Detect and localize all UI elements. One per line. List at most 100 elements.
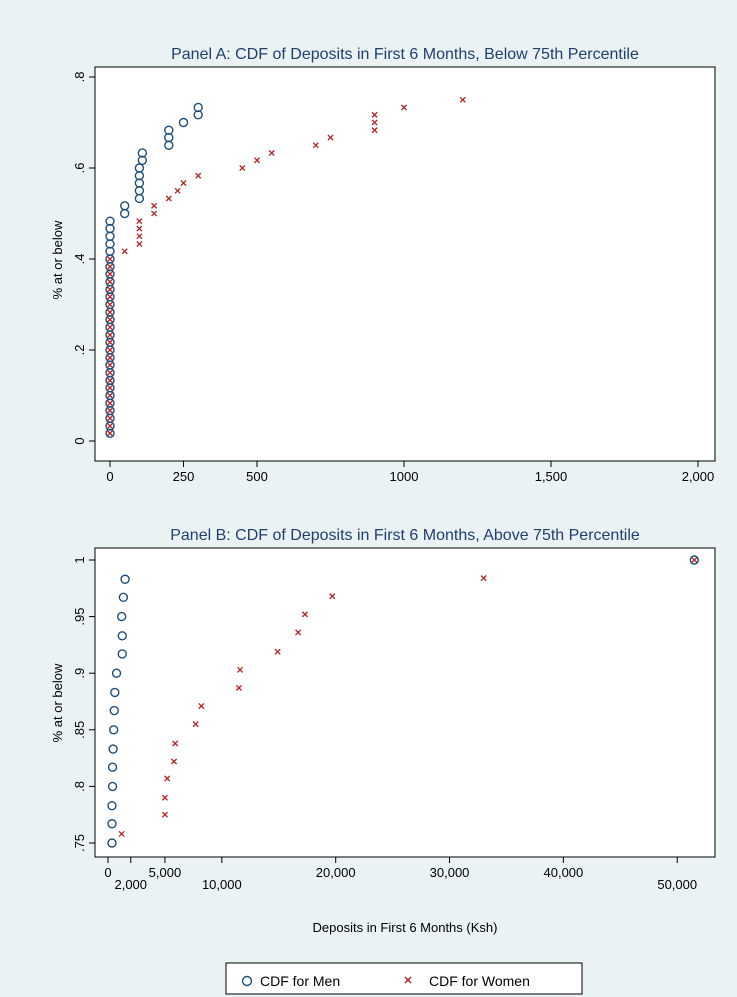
panel-b-women-point: [161, 794, 168, 801]
panel-b-women-point: [295, 629, 302, 636]
panel-a-women-point: [106, 255, 114, 263]
panel-a-women-point: [106, 339, 114, 346]
panel-a-ticks: 0 .2 .4 .6 .8 0 250 500 1000 1,500 2,000: [72, 72, 714, 484]
panel-b-plot-area: [94, 547, 716, 858]
panel-a-women-point: [136, 218, 143, 225]
panel-a-x-tick-label: 0: [106, 469, 113, 484]
panel-b-women-point: [274, 648, 281, 655]
panel-a-men-point: [105, 314, 115, 325]
panel-a-women-point: [106, 324, 114, 331]
panel-b-x-tick-label: 2,000: [114, 877, 147, 892]
panel-a-women-point: [106, 400, 114, 407]
panel-b-men-point: [118, 592, 129, 603]
panel-b-women-point: [235, 684, 242, 691]
panel-a-men-point: [119, 201, 130, 211]
panel-a-men-point: [137, 155, 148, 165]
panel-a-women-point: [136, 233, 143, 240]
legend-women-label: CDF for Women: [429, 973, 530, 989]
panel-b-x-tick-label: 10,000: [202, 877, 242, 892]
panel-b-x-tick-label: 0: [104, 865, 111, 880]
panel-b-men-point: [120, 574, 130, 584]
panel-b-men-point: [107, 781, 118, 792]
panel-a-women-point: [106, 369, 114, 376]
panel-a-men-point: [134, 178, 145, 188]
panel-b-women-point: [118, 830, 125, 838]
panel-b-men-point: [116, 611, 127, 622]
legend-box: [225, 962, 583, 995]
panel-a-women-point: [106, 361, 114, 369]
panel-b-women-point: [480, 575, 487, 582]
legend: CDF for Men CDF for Women: [225, 962, 583, 995]
panel-a-women-point: [371, 127, 378, 134]
panel-a-women-point: [106, 293, 114, 300]
panel-a-women-point: [312, 142, 319, 149]
panel-a-women-point: [136, 225, 143, 232]
panel-a-women-point: [371, 119, 378, 126]
panel-a-men-point: [105, 428, 115, 438]
legend-men-label: CDF for Men: [260, 973, 340, 989]
panel-a-men-point: [164, 125, 174, 135]
panel-a-women-point: [253, 157, 261, 164]
panel-b-men-point: [107, 819, 117, 829]
panel-b-men-point: [117, 631, 127, 641]
panel-a-women-point: [106, 331, 114, 339]
panel-a-women-point: [106, 286, 114, 293]
panel-a-women-point: [106, 309, 114, 316]
panel-a-women-point: [106, 377, 114, 384]
panel-a-women-point: [268, 149, 275, 157]
panel-a-women-point: [106, 270, 114, 278]
panel-b-x-axis-label: Deposits in First 6 Months (Ksh): [313, 920, 498, 935]
panel-b-women-point: [691, 556, 698, 564]
panel-b-y-axis-label: % at or below: [50, 663, 65, 742]
panel-a-men-point: [105, 383, 115, 393]
panel-a-women-point: [165, 195, 172, 202]
panel-b-women-point: [237, 666, 244, 673]
panel-b-y-tick-label: .75: [72, 834, 87, 852]
panel-a-women-point: [327, 134, 334, 141]
panel-a-men-point: [178, 117, 189, 128]
panel-a-women-point: [106, 354, 114, 361]
panel-a-men-point: [105, 405, 115, 416]
panel-b-women-point: [192, 721, 199, 728]
panel-a-men-point: [134, 163, 145, 173]
panel-b-women-point: [198, 702, 205, 710]
panel-b-men-point: [107, 762, 118, 772]
panel-a-women-point: [106, 384, 114, 391]
panel-b-men-point: [111, 668, 122, 678]
legend-women-marker: [404, 976, 412, 984]
panel-b-men-point: [108, 725, 119, 735]
panel-a-women-point: [106, 316, 114, 323]
panel-a-women-point: [459, 96, 466, 103]
panel-b-men-point: [109, 705, 119, 716]
panel-b-x-tick-label: 30,000: [430, 865, 470, 880]
panel-a-y-axis-label: % at or below: [50, 220, 65, 299]
panel-a-men-point: [105, 292, 115, 302]
panel-a: Panel A: CDF of Deposits in First 6 Mont…: [50, 46, 716, 484]
panel-a-x-tick-label: 500: [246, 469, 268, 484]
panel-a-marks: [105, 96, 466, 438]
panel-a-x-tick-label: 1,500: [535, 469, 568, 484]
panel-a-women-point: [106, 407, 114, 414]
panel-a-women-point: [239, 164, 246, 172]
panel-b-y-tick-label: .9: [72, 668, 87, 679]
panel-b-y-tick-label: .85: [72, 721, 87, 739]
panel-b-title: Panel B: CDF of Deposits in First 6 Mont…: [170, 527, 640, 544]
panel-a-women-point: [174, 187, 181, 194]
panel-a-y-tick-label: .2: [72, 345, 87, 356]
panel-a-women-point: [180, 179, 187, 187]
panel-a-y-tick-label: .4: [72, 254, 87, 265]
panel-b: Panel B: CDF of Deposits in First 6 Mont…: [50, 527, 716, 935]
legend-men-marker: [241, 975, 253, 987]
panel-b-men-point: [107, 800, 117, 811]
panel-a-x-tick-label: 1000: [390, 469, 419, 484]
panel-a-women-point: [400, 104, 408, 111]
panel-a-title: Panel A: CDF of Deposits in First 6 Mont…: [171, 46, 639, 63]
panel-b-men-point: [117, 649, 127, 659]
panel-a-men-point: [105, 216, 115, 226]
panel-a-women-point: [106, 346, 114, 354]
panel-a-women-point: [106, 301, 114, 308]
panel-a-x-tick-label: 250: [173, 469, 195, 484]
panel-a-men-point: [105, 337, 115, 347]
